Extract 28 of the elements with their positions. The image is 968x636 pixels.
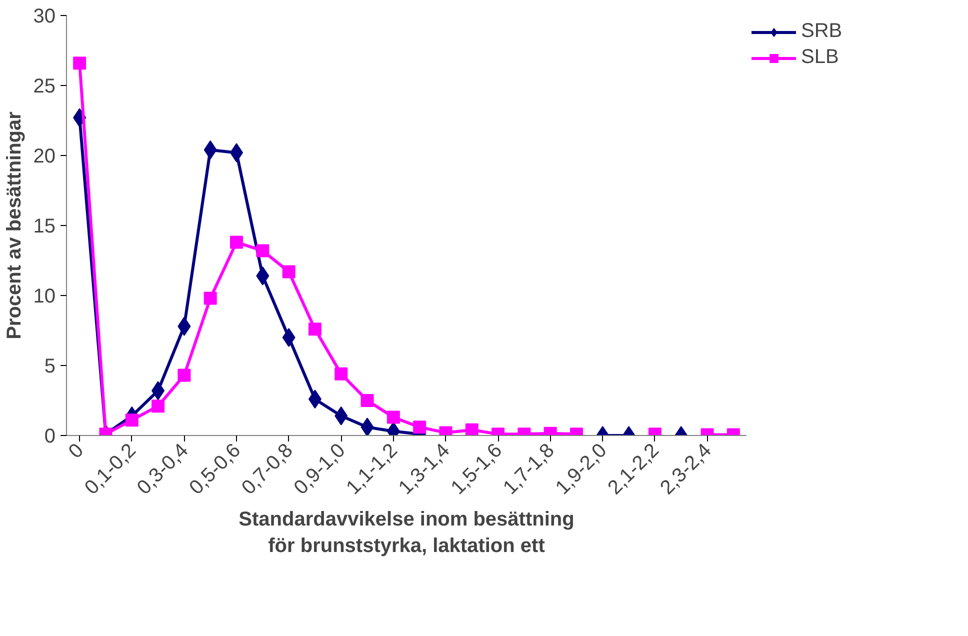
y-tick-label: 5 — [44, 356, 56, 378]
point — [360, 418, 374, 436]
legend-label: SRB — [801, 20, 842, 43]
y-tick-label: 25 — [33, 76, 56, 98]
point — [125, 414, 138, 427]
point — [230, 236, 243, 249]
y-tick-label: 30 — [33, 6, 56, 28]
x-tick-label: 0 — [64, 439, 88, 463]
point — [256, 244, 270, 258]
point — [73, 56, 86, 70]
point — [308, 322, 322, 336]
point — [204, 292, 217, 305]
y-tick-label: 20 — [33, 146, 56, 168]
point — [413, 420, 426, 434]
point — [360, 394, 374, 407]
point — [465, 423, 478, 436]
y-axis-title: Procent av besättningar — [3, 111, 26, 340]
point — [282, 265, 296, 278]
point — [178, 368, 191, 382]
y-tick-label: 10 — [33, 286, 56, 308]
y-tick-label: 15 — [33, 216, 56, 238]
point — [282, 328, 296, 347]
point — [152, 400, 165, 413]
y-tick-label: 0 — [44, 426, 56, 448]
x-axis-title: Standardavvikelse inom besättning för brunststyrka, laktation ett — [238, 508, 574, 557]
point — [386, 410, 400, 424]
legend-label: SLB — [801, 46, 840, 69]
point — [334, 367, 348, 380]
